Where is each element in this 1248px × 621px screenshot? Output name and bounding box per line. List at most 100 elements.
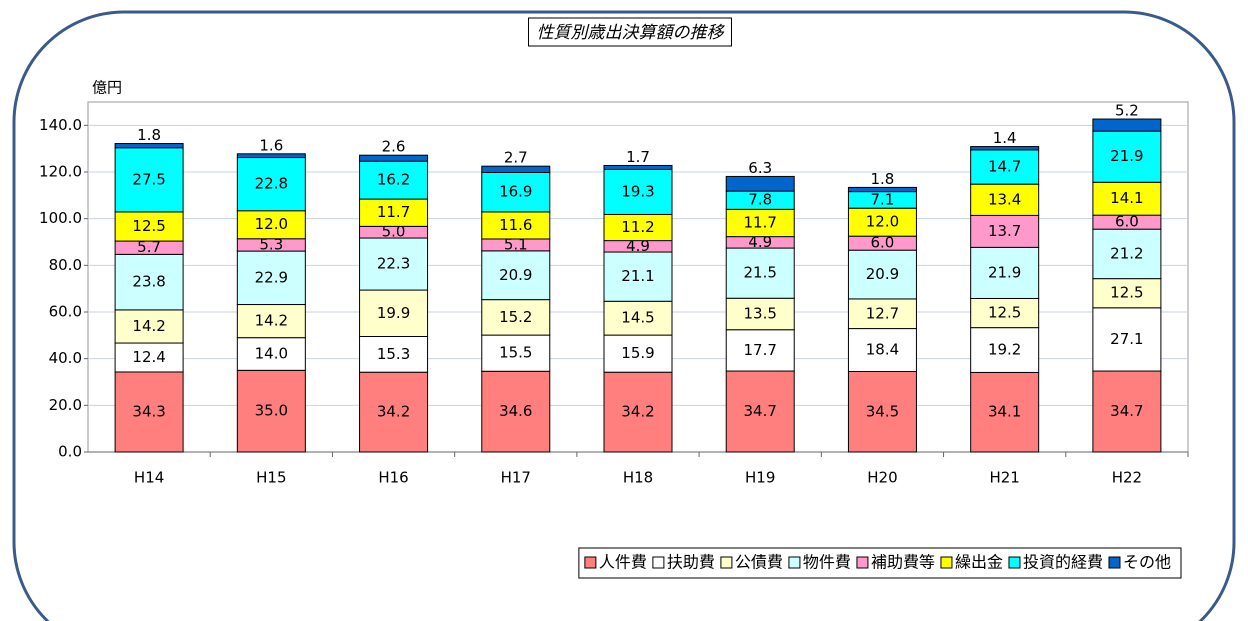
legend-swatch	[1008, 556, 1021, 569]
legend-label: 扶助費	[667, 553, 715, 572]
data-label: 7.1	[871, 190, 895, 208]
data-label: 11.7	[744, 213, 777, 231]
y-tick-label: 140.0	[39, 116, 82, 134]
data-label: 4.9	[748, 233, 772, 251]
bar-segment	[603, 371, 673, 453]
data-label: 18.4	[866, 341, 899, 359]
data-label: 19.3	[621, 182, 654, 200]
bar-segment	[725, 247, 795, 299]
data-label: 13.7	[988, 222, 1021, 240]
bar-segment	[603, 300, 673, 336]
data-label: 13.4	[988, 190, 1021, 208]
data-label: 12.5	[132, 217, 165, 235]
x-tick-label: H17	[501, 469, 531, 487]
bar-segment	[359, 336, 429, 373]
data-label: 14.0	[255, 345, 288, 363]
data-label: 11.7	[377, 203, 410, 221]
x-tick-label: H19	[745, 469, 775, 487]
x-tick-label: H20	[867, 469, 897, 487]
data-label: 20.9	[499, 266, 532, 284]
bar-segment	[847, 371, 917, 453]
bar-segment	[725, 208, 795, 238]
data-label: 22.3	[377, 255, 410, 273]
legend-swatch	[940, 556, 953, 569]
data-label: 14.5	[621, 309, 654, 327]
data-label: 34.7	[744, 402, 777, 420]
data-label: 34.2	[621, 403, 654, 421]
data-label: 15.3	[377, 345, 410, 363]
data-label: 1.8	[137, 126, 161, 144]
data-label: 1.8	[871, 170, 895, 188]
x-tick-label: H18	[623, 469, 653, 487]
bar-segment	[114, 342, 184, 373]
x-tick-label: H15	[256, 469, 286, 487]
bar-segment	[970, 297, 1040, 329]
data-label: 27.5	[132, 170, 165, 188]
legend-label: 公債費	[735, 553, 783, 572]
legend-label: 繰出金	[955, 553, 1003, 572]
bar-segment	[359, 154, 429, 162]
bar-segment	[114, 211, 184, 242]
bar-segment	[847, 298, 917, 330]
data-label: 20.9	[866, 265, 899, 283]
bar-segment	[725, 329, 795, 372]
legend-swatch	[1108, 556, 1121, 569]
legend-swatch	[720, 556, 733, 569]
data-label: 34.6	[499, 402, 532, 420]
y-tick-label: 60.0	[49, 303, 82, 321]
data-label: 34.1	[988, 403, 1021, 421]
data-label: 12.0	[866, 213, 899, 231]
data-label: 16.9	[499, 183, 532, 201]
bar-segment	[114, 309, 184, 344]
legend-label: 人件費	[599, 553, 647, 572]
title-box	[528, 17, 732, 47]
data-label: 5.7	[137, 238, 161, 256]
bar-segment	[359, 289, 429, 338]
data-label: 6.0	[1115, 213, 1139, 231]
data-label: 12.5	[988, 304, 1021, 322]
bar-segment	[236, 337, 306, 371]
legend-swatch	[856, 556, 869, 569]
bar-segment	[359, 371, 429, 453]
x-tick-label: H21	[989, 469, 1019, 487]
bar-segment	[481, 165, 551, 173]
data-label: 5.2	[1115, 102, 1139, 120]
bar-segment	[1092, 278, 1162, 309]
bar-segment	[114, 371, 184, 453]
legend-box	[578, 547, 1182, 579]
bar-segment	[603, 251, 673, 302]
data-label: 13.5	[744, 304, 777, 322]
y-tick-label: 0.0	[58, 443, 82, 461]
chart-title: 性質別歳出決算額の推移	[537, 23, 726, 43]
bar-segment	[114, 253, 184, 311]
bar-segment	[847, 328, 917, 373]
data-label: 12.7	[866, 304, 899, 322]
data-label: 15.9	[621, 344, 654, 362]
data-label: 7.8	[748, 191, 772, 209]
y-tick-label: 100.0	[39, 209, 82, 227]
bar-segment	[236, 250, 306, 306]
bar-segment	[481, 211, 551, 240]
data-label: 5.3	[259, 235, 283, 253]
bar-segment	[481, 370, 551, 453]
data-label: 21.5	[744, 264, 777, 282]
data-label: 19.9	[377, 304, 410, 322]
x-tick-label: H14	[134, 469, 164, 487]
bar-segment	[1092, 118, 1162, 132]
bar-segment	[1092, 228, 1162, 280]
legend-swatch	[584, 556, 597, 569]
data-label: 11.6	[499, 216, 532, 234]
bar-segment	[359, 160, 429, 200]
bar-segment	[847, 207, 917, 237]
bar-segment	[236, 369, 306, 453]
data-label: 1.7	[626, 148, 650, 166]
bar-segment	[236, 157, 306, 212]
bar-segment	[236, 210, 306, 240]
y-tick-label: 40.0	[49, 349, 82, 367]
bar-segment	[1092, 130, 1162, 183]
bar-segment	[725, 175, 795, 192]
data-label: 22.9	[255, 268, 288, 286]
data-label: 6.3	[748, 159, 772, 177]
